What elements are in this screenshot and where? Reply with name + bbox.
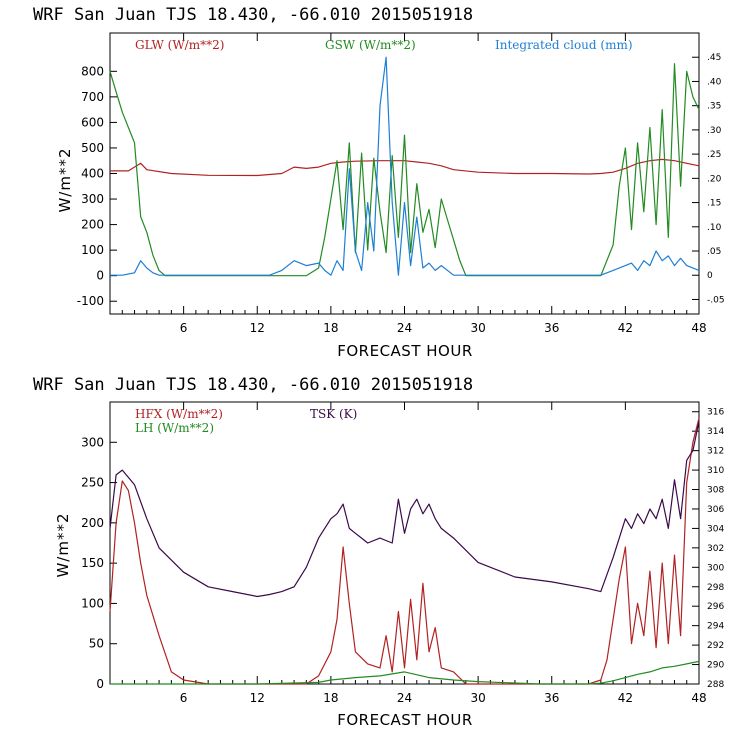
y2-tick-label: 304 xyxy=(707,524,724,534)
series-line-tsk xyxy=(109,421,700,598)
y-tick-label: 200 xyxy=(81,218,104,232)
y2-tick-label: 312 xyxy=(707,447,724,457)
y-tick-label: 0 xyxy=(96,269,104,283)
top-y-axis-label: W/m**2 xyxy=(56,147,74,212)
x-tick-label: 24 xyxy=(397,321,412,335)
top-series-lines xyxy=(109,56,700,277)
series-line-cloud xyxy=(110,56,700,276)
y-tick-label: 100 xyxy=(81,243,104,257)
x-tick-label: 18 xyxy=(323,691,338,705)
y-tick-label: 50 xyxy=(89,637,104,651)
y2-tick-label: 296 xyxy=(707,602,724,612)
bottom-plot-frame xyxy=(109,401,700,685)
top-chart-title: WRF San Juan TJS 18.430, -66.010 2015051… xyxy=(33,5,473,25)
y-tick-label: 100 xyxy=(81,596,104,610)
top-axes: 6 12 18 24 30 36 42 48 -100 0 100 200 300 400 500 600 70… xyxy=(77,33,725,335)
y2-tick-label: 298 xyxy=(707,583,724,593)
y2-tick-label: 302 xyxy=(707,544,724,554)
y-tick-label: 600 xyxy=(81,115,104,129)
y2-tick-label: .30 xyxy=(707,126,722,136)
y-tick-label: 250 xyxy=(81,476,104,490)
x-tick-label: 12 xyxy=(250,321,265,335)
y-tick-label: 500 xyxy=(81,141,104,155)
legend-hfx: HFX (W/m**2) xyxy=(135,407,223,421)
top-chart: WRF San Juan TJS 18.430, -66.010 2015051… xyxy=(33,5,725,360)
y2-tick-label: 288 xyxy=(707,680,724,690)
y2-tick-label: .15 xyxy=(707,199,721,209)
y-tick-label: 300 xyxy=(81,435,104,449)
legend-lh: LH (W/m**2) xyxy=(135,421,214,435)
y-tick-label: 700 xyxy=(81,90,104,104)
y2-tick-label: .35 xyxy=(707,102,721,112)
y-tick-label: 150 xyxy=(81,556,104,570)
x-tick-label: 30 xyxy=(470,691,485,705)
x-tick-label: 48 xyxy=(691,321,706,335)
bottom-chart-title: WRF San Juan TJS 18.430, -66.010 2015051… xyxy=(33,375,473,395)
bottom-y-axis-label: W/m**2 xyxy=(54,512,72,577)
top-x-axis-label: FORECAST HOUR xyxy=(337,342,473,360)
x-tick-label: 12 xyxy=(250,691,265,705)
x-tick-label: 42 xyxy=(618,321,633,335)
y-tick-label: 800 xyxy=(81,64,104,78)
y2-tick-label: -.05 xyxy=(707,295,725,305)
legend-cloud: Integrated cloud (mm) xyxy=(495,38,633,52)
series-line-hfx xyxy=(109,417,700,685)
y-tick-label: 400 xyxy=(81,167,104,181)
y-tick-label: 200 xyxy=(81,516,104,530)
y2-tick-label: .05 xyxy=(707,247,721,257)
y2-tick-label: .10 xyxy=(707,223,722,233)
y2-tick-label: 308 xyxy=(707,486,724,496)
y2-tick-label: 290 xyxy=(707,661,724,671)
y2-tick-label: 294 xyxy=(707,622,724,632)
series-line-glw xyxy=(110,158,700,177)
legend-glw: GLW (W/m**2) xyxy=(135,38,224,52)
x-tick-label: 18 xyxy=(323,321,338,335)
bottom-series-lines xyxy=(109,417,700,685)
bottom-axes: 6 12 18 24 30 36 42 48 0 50 100 150 200 250 300 288 290 2… xyxy=(81,402,724,705)
x-tick-label: 36 xyxy=(544,321,559,335)
y2-tick-label: .25 xyxy=(707,150,721,160)
x-tick-label: 48 xyxy=(691,691,706,705)
bottom-x-axis-label: FORECAST HOUR xyxy=(337,711,473,729)
x-tick-label: 42 xyxy=(618,691,633,705)
y-tick-label: 300 xyxy=(81,192,104,206)
y2-tick-label: 316 xyxy=(707,408,724,418)
y2-tick-label: .45 xyxy=(707,53,721,63)
x-tick-label: 6 xyxy=(180,691,188,705)
y-tick-label: 0 xyxy=(96,677,104,691)
y2-tick-label: 300 xyxy=(707,563,724,573)
x-tick-label: 24 xyxy=(397,691,412,705)
y2-tick-label: .20 xyxy=(707,174,722,184)
y2-tick-label: 0 xyxy=(707,271,713,281)
series-line-gsw xyxy=(109,63,700,277)
legend-gsw: GSW (W/m**2) xyxy=(325,38,416,52)
y2-tick-label: .40 xyxy=(707,77,722,87)
y2-tick-label: 314 xyxy=(707,427,724,437)
series-line-lh xyxy=(110,660,700,685)
legend-tsk: TSK (K) xyxy=(310,407,357,421)
x-tick-label: 36 xyxy=(544,691,559,705)
y2-tick-label: 310 xyxy=(707,466,724,476)
y2-tick-label: 292 xyxy=(707,641,724,651)
y2-tick-label: 306 xyxy=(707,505,724,515)
bottom-chart: WRF San Juan TJS 18.430, -66.010 2015051… xyxy=(33,375,724,729)
x-tick-label: 6 xyxy=(180,321,188,335)
x-tick-label: 30 xyxy=(470,321,485,335)
y-tick-label: -100 xyxy=(77,294,104,308)
